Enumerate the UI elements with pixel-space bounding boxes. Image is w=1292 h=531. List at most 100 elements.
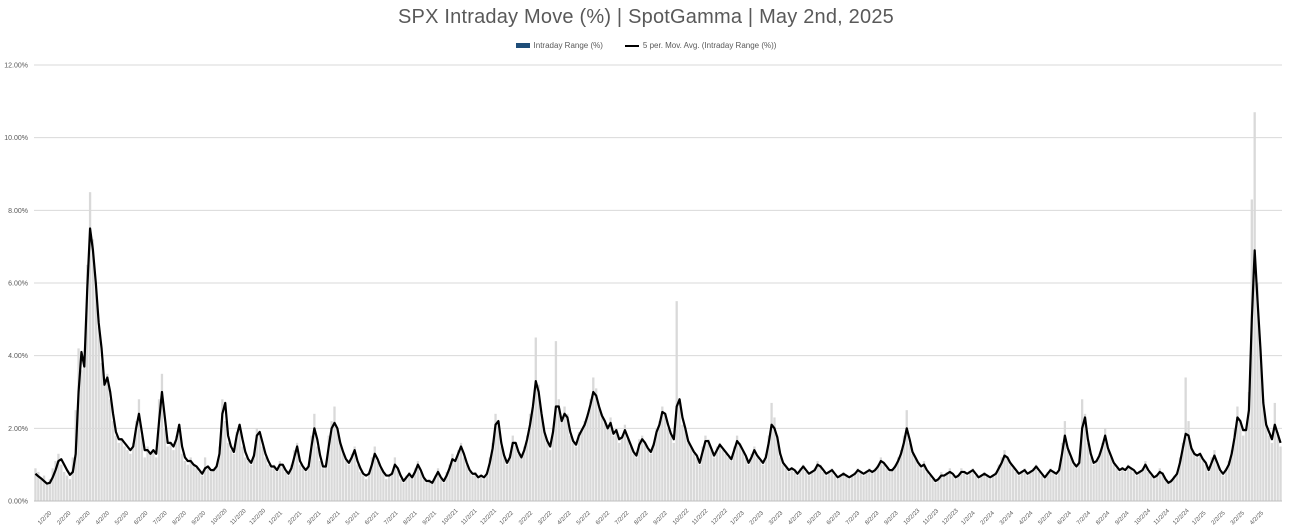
bar xyxy=(54,461,57,501)
bar xyxy=(80,370,83,501)
bar xyxy=(106,373,109,501)
bar xyxy=(126,450,129,501)
bar xyxy=(761,464,765,501)
bar xyxy=(603,421,606,501)
bar xyxy=(790,468,793,501)
bar xyxy=(514,442,517,501)
moving-average-line xyxy=(34,227,1282,485)
bar xyxy=(853,471,857,501)
bar xyxy=(436,468,440,501)
bar xyxy=(1276,431,1279,501)
bar xyxy=(465,464,468,501)
x-tick-label: 3/2/24 xyxy=(999,510,1016,527)
bar xyxy=(664,413,667,501)
bar xyxy=(744,457,747,501)
bar xyxy=(1213,450,1216,501)
bar xyxy=(1009,464,1012,501)
bar xyxy=(1158,468,1161,501)
bar xyxy=(724,453,727,501)
x-tick-label: 11/2/20 xyxy=(230,508,249,527)
bar xyxy=(687,442,690,501)
bar xyxy=(948,468,952,501)
bar xyxy=(784,468,788,501)
bar xyxy=(902,435,906,501)
bar-series xyxy=(34,112,1282,501)
bar xyxy=(1046,471,1049,501)
x-tick-label: 8/2/24 xyxy=(1095,510,1112,527)
bar xyxy=(34,468,37,501)
bar xyxy=(704,435,707,501)
bar xyxy=(364,479,368,501)
bar xyxy=(572,442,575,501)
bar xyxy=(137,399,141,501)
bar xyxy=(373,446,376,501)
chart-legend: Intraday Range (%) 5 per. Mov. Avg. (Int… xyxy=(0,41,1292,50)
bar xyxy=(882,464,885,501)
bar xyxy=(626,439,629,501)
bar xyxy=(367,471,371,501)
bar xyxy=(894,464,897,501)
bar xyxy=(1086,442,1090,501)
bar xyxy=(871,471,874,501)
bar xyxy=(1092,464,1095,501)
bar xyxy=(1080,399,1084,501)
bar xyxy=(310,435,313,501)
bar xyxy=(566,413,569,501)
bar xyxy=(511,435,514,501)
bar xyxy=(1066,450,1069,501)
bar xyxy=(1256,283,1259,501)
y-axis: 0.00% 2.00% 4.00% 6.00% 8.00% 10.00% 12.00% xyxy=(4,63,28,506)
bar xyxy=(1270,442,1274,501)
bar xyxy=(1052,471,1055,501)
bar xyxy=(675,301,678,501)
bar xyxy=(787,471,790,501)
bar xyxy=(71,457,74,501)
bar xyxy=(307,464,310,501)
bar xyxy=(88,192,92,501)
bar xyxy=(1239,421,1242,501)
bar xyxy=(1204,464,1207,501)
x-tick-label: 3/2/22 xyxy=(537,510,554,527)
bar xyxy=(1112,464,1115,501)
bar xyxy=(977,479,980,501)
bar xyxy=(1279,446,1282,501)
bar xyxy=(468,471,471,501)
bar xyxy=(758,461,762,501)
bar xyxy=(661,406,664,501)
bar xyxy=(684,428,687,501)
bar xyxy=(833,475,836,501)
bar xyxy=(963,471,966,501)
bar xyxy=(252,453,256,501)
bar xyxy=(45,482,49,501)
bar xyxy=(534,337,537,501)
bar xyxy=(1034,464,1038,501)
x-tick-label: 2/2/20 xyxy=(56,510,73,527)
x-tick-label: 3/2/21 xyxy=(307,510,324,527)
bar xyxy=(215,464,218,501)
bar xyxy=(376,461,379,501)
bar xyxy=(94,283,97,501)
bar xyxy=(1003,450,1006,501)
bar xyxy=(672,442,675,501)
bar xyxy=(868,468,871,501)
bar xyxy=(560,421,563,501)
bar xyxy=(551,428,555,501)
y-tick-label: 4.00% xyxy=(8,353,28,360)
bar xyxy=(718,442,721,501)
bar xyxy=(336,428,339,501)
bar xyxy=(258,435,261,501)
bar xyxy=(166,446,169,501)
bar xyxy=(344,461,348,501)
x-tick-label: 8/2/20 xyxy=(172,510,189,527)
bar xyxy=(919,468,923,501)
bar xyxy=(1190,446,1193,501)
bar xyxy=(65,475,69,501)
bar xyxy=(347,464,351,501)
bar xyxy=(454,461,457,501)
bar xyxy=(413,468,417,501)
bar xyxy=(40,479,43,501)
bar xyxy=(641,435,644,501)
bar xyxy=(408,471,411,501)
legend-item-intraday-range: Intraday Range (%) xyxy=(515,41,603,50)
bar xyxy=(1150,475,1153,501)
